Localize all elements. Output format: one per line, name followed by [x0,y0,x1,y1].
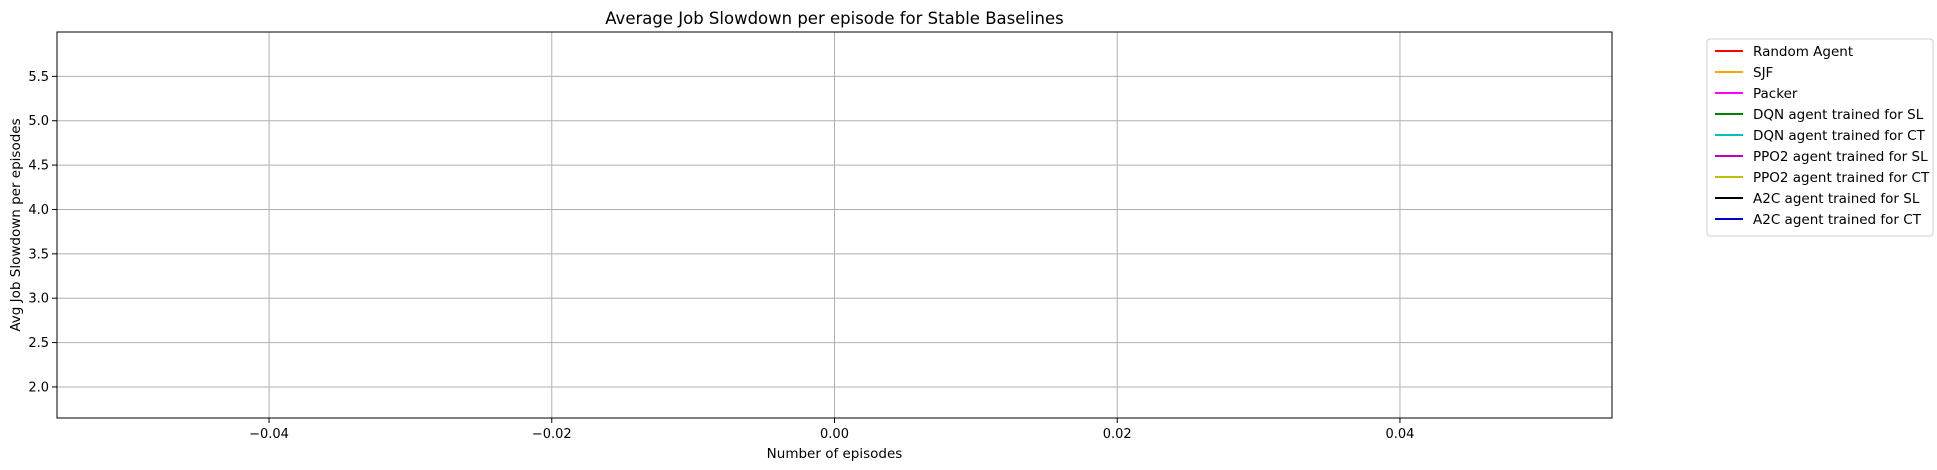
x-tick-label: −0.04 [249,427,289,442]
legend-box [1706,38,1934,237]
y-axis-ticks: 2.0 2.5 3.0 3.5 4.0 4.5 5.0 5.5 [28,70,57,395]
legend-label: PPO2 agent trained for SL [1753,149,1928,165]
y-tick-label: 5.5 [28,70,49,85]
legend-label: SJF [1753,65,1773,81]
x-tick-label: 0.04 [1385,427,1414,442]
grid [57,32,1612,418]
y-axis-label: Avg Job Slowdown per episodes [8,118,24,331]
legend-label: A2C agent trained for SL [1753,191,1920,207]
y-tick-label: 4.5 [28,159,49,174]
legend-label: Random Agent [1753,44,1853,60]
legend: Random Agent SJF Packer DQN agent trained f… [1706,38,1934,237]
x-axis-ticks: −0.04 −0.02 0.00 0.02 0.04 [249,418,1414,442]
legend-label: Packer [1753,86,1798,102]
legend-label: DQN agent trained for CT [1753,128,1926,144]
legend-label: PPO2 agent trained for CT [1753,170,1930,186]
y-tick-label: 2.5 [28,336,49,351]
legend-label: DQN agent trained for SL [1753,107,1924,123]
legend-label: A2C agent trained for CT [1753,212,1922,228]
chart-title: Average Job Slowdown per episode for Sta… [605,9,1064,28]
x-tick-label: −0.02 [532,427,572,442]
x-tick-label: 0.02 [1103,427,1132,442]
y-tick-label: 3.5 [28,247,49,262]
legend-items: Random Agent SJF Packer DQN agent trained f… [1715,44,1930,228]
y-tick-label: 3.0 [28,292,49,307]
y-tick-label: 2.0 [28,380,49,395]
y-tick-label: 4.0 [28,203,49,218]
y-tick-label: 5.0 [28,114,49,129]
x-axis-label: Number of episodes [767,446,903,462]
x-tick-label: 0.00 [820,427,849,442]
